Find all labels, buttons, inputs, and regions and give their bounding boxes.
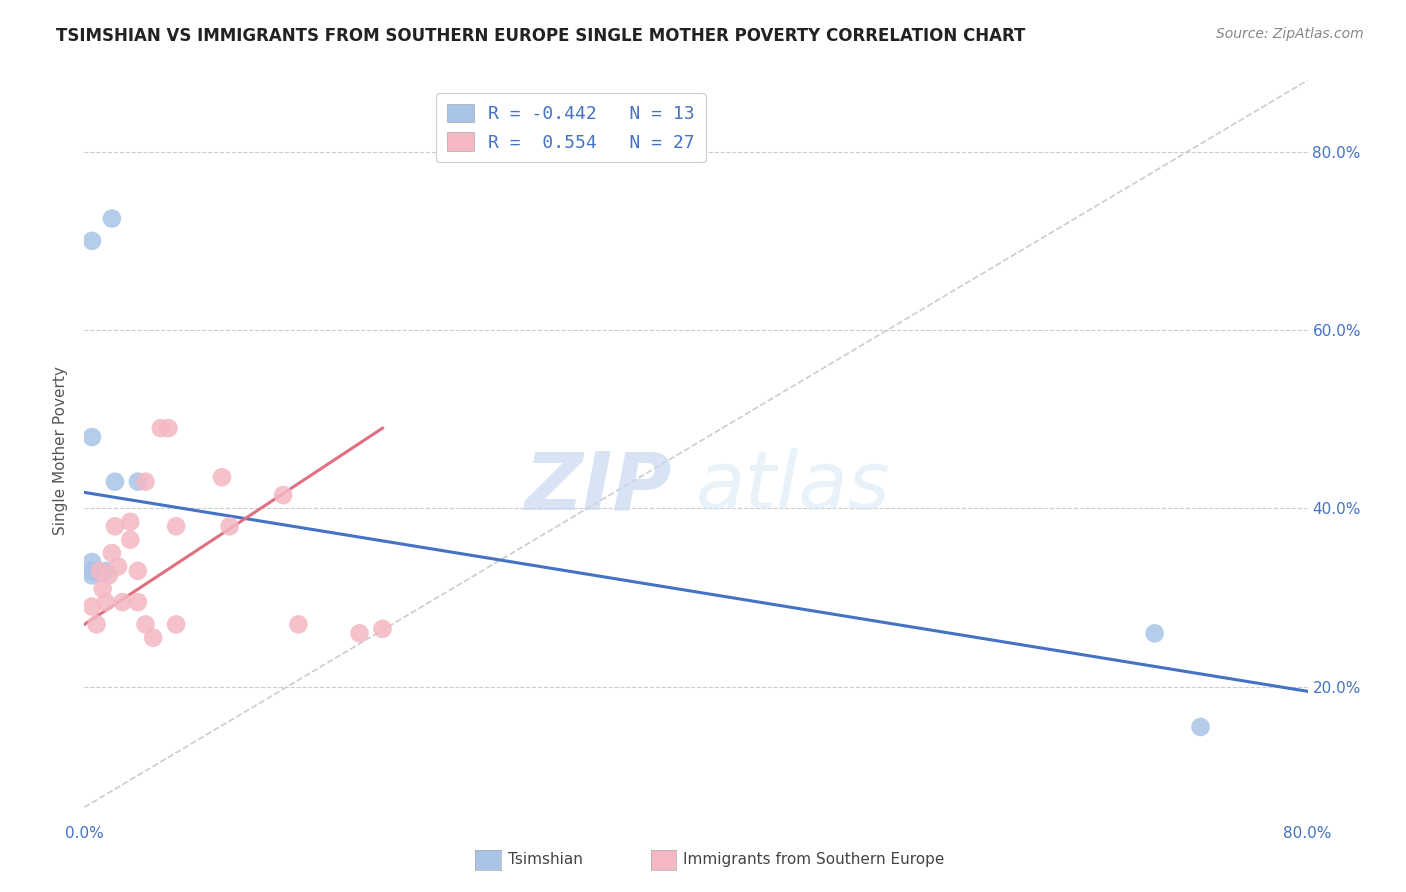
Point <box>101 546 124 560</box>
Point <box>86 564 108 578</box>
Text: Source: ZipAtlas.com: Source: ZipAtlas.com <box>1216 27 1364 41</box>
Point <box>371 622 394 636</box>
Point <box>97 568 120 582</box>
Point <box>120 515 142 529</box>
Point <box>80 430 103 444</box>
Point <box>111 595 134 609</box>
Point <box>94 595 117 609</box>
Text: ZIP: ZIP <box>524 449 672 526</box>
Point <box>80 568 103 582</box>
Point <box>120 533 142 547</box>
Point <box>1143 626 1166 640</box>
Point <box>127 564 149 578</box>
Point <box>218 519 240 533</box>
Point <box>86 617 108 632</box>
Text: atlas: atlas <box>696 449 891 526</box>
Point <box>149 421 172 435</box>
Point <box>89 566 111 580</box>
Point <box>80 564 103 578</box>
Point <box>80 234 103 248</box>
Y-axis label: Single Mother Poverty: Single Mother Poverty <box>53 366 69 535</box>
Point <box>135 475 157 489</box>
Point <box>80 555 103 569</box>
Point <box>165 519 187 533</box>
Point <box>94 564 117 578</box>
Point <box>287 617 309 632</box>
Point <box>80 599 103 614</box>
Point <box>349 626 371 640</box>
Point <box>165 617 187 632</box>
Point <box>127 595 149 609</box>
Point <box>135 617 157 632</box>
Point <box>104 475 127 489</box>
Point <box>1189 720 1212 734</box>
Text: Immigrants from Southern Europe: Immigrants from Southern Europe <box>683 853 945 867</box>
Point <box>127 475 149 489</box>
Point <box>271 488 294 502</box>
Point <box>142 631 165 645</box>
Text: Tsimshian: Tsimshian <box>508 853 582 867</box>
Point <box>211 470 233 484</box>
Point <box>89 564 111 578</box>
Point <box>104 519 127 533</box>
Point <box>101 211 124 226</box>
Point <box>107 559 129 574</box>
Point <box>91 582 114 596</box>
Point <box>157 421 180 435</box>
Text: TSIMSHIAN VS IMMIGRANTS FROM SOUTHERN EUROPE SINGLE MOTHER POVERTY CORRELATION C: TSIMSHIAN VS IMMIGRANTS FROM SOUTHERN EU… <box>56 27 1025 45</box>
Legend: R = -0.442   N = 13, R =  0.554   N = 27: R = -0.442 N = 13, R = 0.554 N = 27 <box>436 93 706 162</box>
